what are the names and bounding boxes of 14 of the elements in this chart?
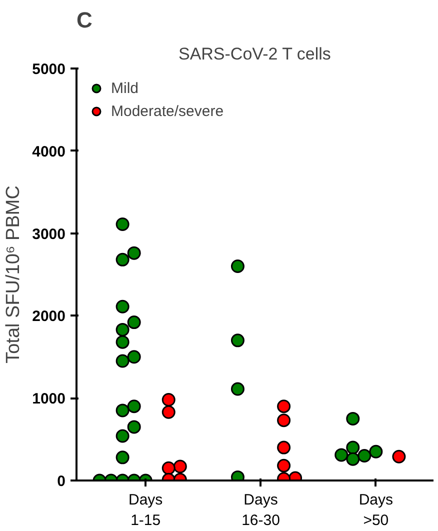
y-tick-label: 5000 [32, 61, 66, 78]
y-tick-label: 1000 [32, 390, 66, 408]
y-tick-label: 0 [57, 473, 66, 490]
y-tick-label: 4000 [32, 143, 66, 160]
y-tick-label: 2000 [32, 308, 66, 326]
y-tick-label: 3000 [32, 226, 66, 243]
legend-label: Moderate/severe [111, 102, 224, 120]
x-tick-label: Days 1-15 [128, 492, 163, 529]
x-tick-label: Days 16-30 [242, 492, 280, 529]
y-axis-title: Total SFU/10⁶ PBMC [3, 186, 24, 364]
chart-title: SARS-CoV-2 T cells [178, 44, 331, 64]
x-tick-label: Days >50 [358, 492, 394, 529]
text: C [76, 8, 92, 32]
legend-label: Mild [111, 80, 139, 96]
